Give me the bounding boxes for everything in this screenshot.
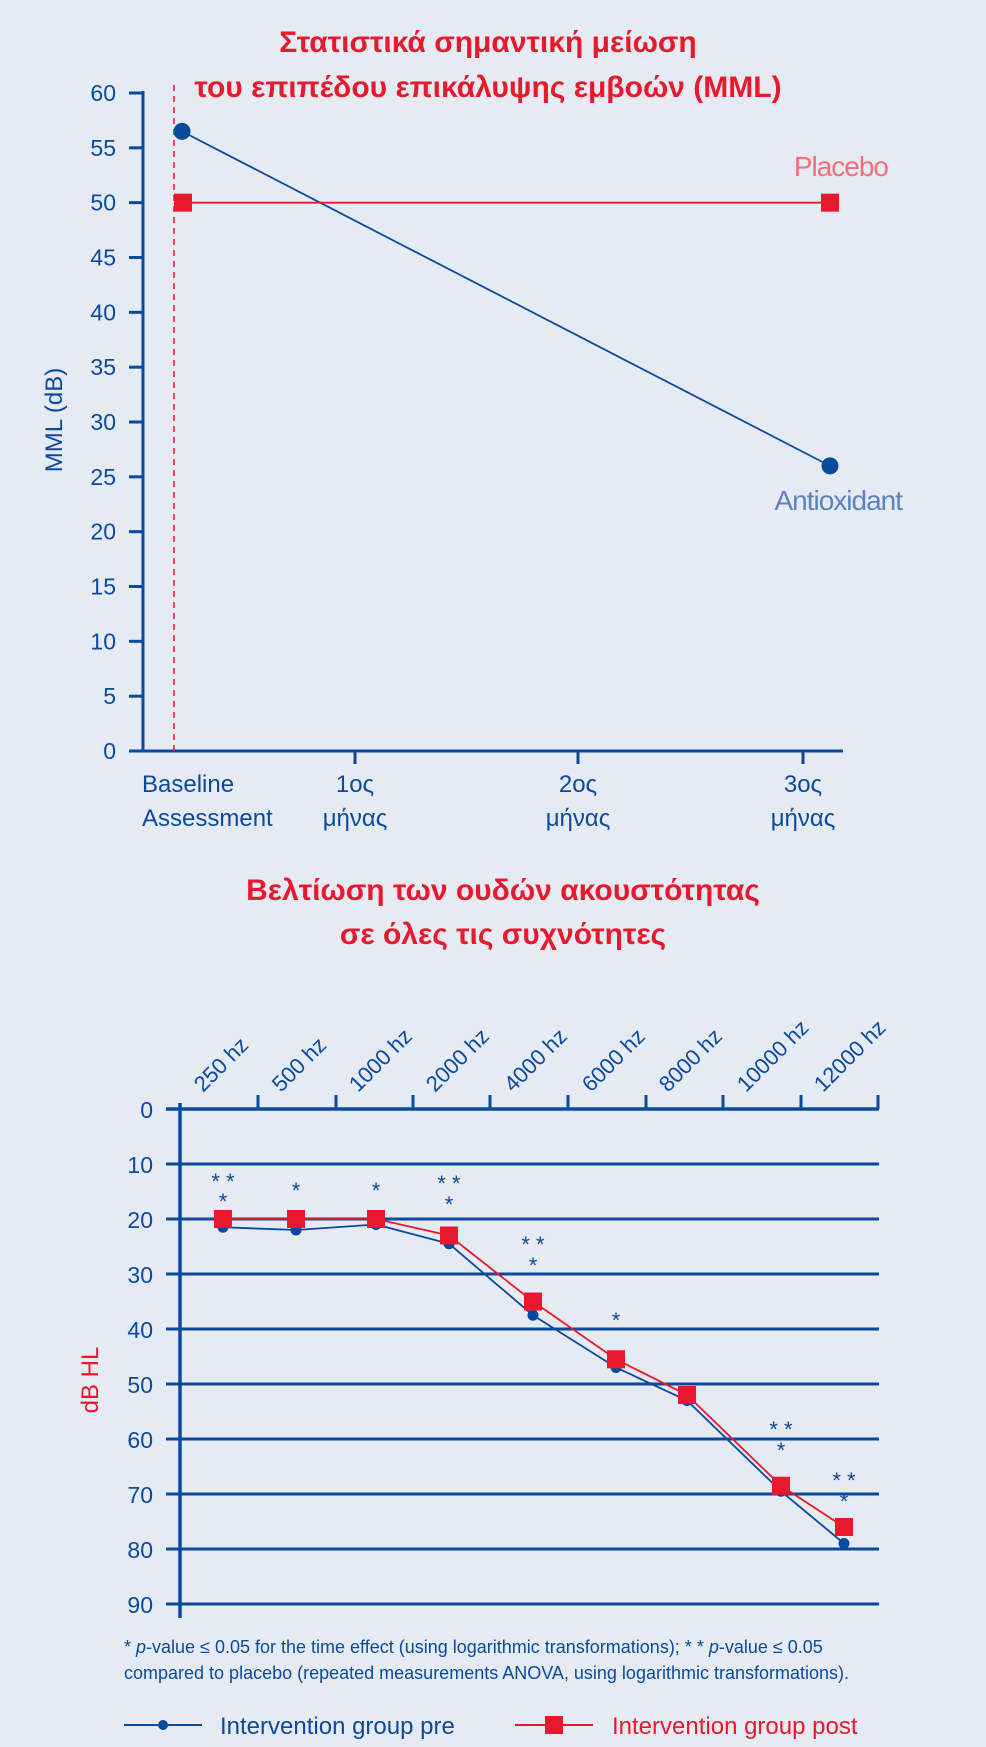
chart-hearing-thresholds: Βελτίωση των ουδών ακουστότητας σε όλες … [77, 874, 891, 1740]
chart1-y-tick-label: 10 [90, 628, 116, 654]
chart1-y-tick-label: 45 [90, 245, 116, 271]
point-pre [838, 1538, 850, 1549]
point-post [440, 1226, 458, 1245]
chart1-x-label-line1: 1ος [336, 771, 374, 798]
significance-double: * * [437, 1171, 461, 1196]
significance-single: * [529, 1253, 538, 1278]
chart1-x-labels: Baseline Assessment 1ος μήνας 2ος μήνας 3ος μήν… [142, 771, 835, 832]
footnote-line1: * p-value ≤ 0.05 for the time effect (us… [124, 1637, 823, 1657]
significance-double: * * [521, 1232, 545, 1257]
chart2-y-tick-label: 0 [140, 1097, 153, 1123]
chart1-y-tick-label: 60 [90, 80, 116, 106]
point-placebo [174, 193, 192, 212]
point-post [835, 1518, 853, 1536]
point-post [678, 1386, 696, 1404]
chart2-x-label: 1000 hz [344, 1023, 417, 1096]
chart1-title-line1: Στατιστικά σημαντική μείωση [279, 26, 697, 59]
chart1-title-line2: του επιπέδου επικάλυψης εμβοών (MML) [194, 71, 781, 104]
footnote-line2: compared to placebo (repeated measuremen… [124, 1663, 849, 1683]
chart1-axes [141, 85, 843, 764]
significance-single: * [292, 1178, 301, 1203]
significance-single: * [445, 1192, 454, 1217]
chart2-y-tick-label: 90 [127, 1592, 153, 1618]
point-antioxidant [173, 122, 191, 140]
chart2-title-line1: Βελτίωση των ουδών ακουστότητας [246, 874, 760, 907]
chart1-y-tick-label: 55 [90, 135, 116, 161]
chart2-y-ticks: 0 10 20 30 40 50 60 70 80 90 [127, 1097, 153, 1618]
legend-pre-marker [158, 1720, 168, 1730]
legend-post-marker [545, 1716, 563, 1734]
chart1-y-tick-label: 40 [90, 299, 116, 325]
chart2-series [214, 1210, 853, 1549]
legend-post-label: Intervention group post [612, 1713, 858, 1740]
chart2-y-tick-label: 70 [127, 1482, 153, 1508]
chart1-y-tick-label: 0 [103, 738, 116, 764]
chart2-y-tick-label: 30 [127, 1262, 153, 1288]
significance-single: * [840, 1489, 849, 1514]
legend: Intervention group pre Intervention grou… [124, 1713, 858, 1740]
chart2-x-labels: 250 hz 500 hz 1000 hz 2000 hz 4000 hz 6000 hz… [189, 1015, 891, 1097]
significance-double: * * [769, 1417, 793, 1442]
chart1-y-tick-label: 50 [90, 190, 116, 216]
chart2-y-tick-label: 80 [127, 1537, 153, 1563]
significance-single: * [372, 1178, 381, 1203]
point-post [524, 1292, 542, 1311]
chart-mml: Στατιστικά σημαντική μείωση του επιπέδου… [41, 26, 904, 832]
chart2-x-label: 6000 hz [577, 1023, 650, 1096]
chart2-y-tick-label: 50 [127, 1372, 153, 1398]
series-label-placebo: Placebo [794, 151, 889, 182]
significance-single: * [612, 1308, 621, 1333]
chart1-y-tick-label: 30 [90, 409, 116, 435]
chart1-x-label-line2: μήνας [546, 805, 611, 832]
point-post [287, 1210, 305, 1228]
point-post [772, 1476, 790, 1495]
chart1-y-tick-label: 15 [90, 574, 116, 600]
significance-single: * [219, 1189, 228, 1214]
chart2-x-label: 8000 hz [654, 1023, 727, 1096]
chart1-x-label-line2: μήνας [323, 805, 388, 832]
chart1-y-ticks: 0 5 10 15 20 25 30 35 40 45 50 55 60 [90, 80, 143, 764]
chart2-y-tick-label: 40 [127, 1317, 153, 1343]
chart2-x-label: 10000 hz [732, 1015, 814, 1097]
legend-item-pre: Intervention group pre [124, 1713, 455, 1740]
series-line-antioxidant [181, 130, 831, 467]
point-post [214, 1210, 232, 1228]
point-post [607, 1350, 625, 1369]
chart2-y-axis-label: dB HL [77, 1347, 104, 1414]
point-antioxidant [821, 457, 839, 475]
chart1-series: Placebo Antioxidant [173, 122, 904, 516]
chart2-x-label: 500 hz [267, 1032, 331, 1096]
series-label-antioxidant: Antioxidant [774, 485, 903, 516]
chart1-y-tick-label: 5 [103, 683, 116, 709]
legend-pre-label: Intervention group pre [220, 1713, 455, 1740]
significance-double: * * [211, 1169, 235, 1194]
chart1-y-axis-label: MML (dB) [41, 368, 68, 472]
point-post [367, 1210, 385, 1228]
chart2-y-tick-label: 60 [127, 1427, 153, 1453]
significance-double: * * [832, 1468, 856, 1493]
point-placebo [821, 193, 839, 212]
chart2-gridlines [166, 1095, 880, 1618]
chart1-x-label-line2: μήνας [771, 805, 836, 832]
chart2-x-label: 250 hz [189, 1032, 253, 1096]
significance-single: * [777, 1438, 786, 1463]
chart1-y-tick-label: 20 [90, 519, 116, 545]
chart2-y-tick-label: 10 [127, 1152, 153, 1178]
chart1-x-label-line1: 2ος [559, 771, 597, 798]
chart2-title-line2: σε όλες τις συχνότητες [340, 918, 666, 951]
chart2-x-label: 12000 hz [809, 1015, 891, 1097]
chart2-y-tick-label: 20 [127, 1207, 153, 1233]
chart1-y-tick-label: 25 [90, 464, 116, 490]
chart2-x-label: 2000 hz [421, 1023, 494, 1096]
legend-item-post: Intervention group post [515, 1713, 858, 1740]
chart1-x-label-line1: Baseline [142, 771, 234, 798]
chart1-x-label-line2: Assessment [142, 805, 273, 832]
chart2-significance-markers: * ** * * * *** **** *** ** [211, 1169, 856, 1514]
chart1-x-label-line1: 3ος [784, 771, 822, 798]
chart1-y-tick-label: 35 [90, 354, 116, 380]
point-pre [527, 1309, 539, 1321]
chart2-x-label: 4000 hz [499, 1023, 572, 1096]
